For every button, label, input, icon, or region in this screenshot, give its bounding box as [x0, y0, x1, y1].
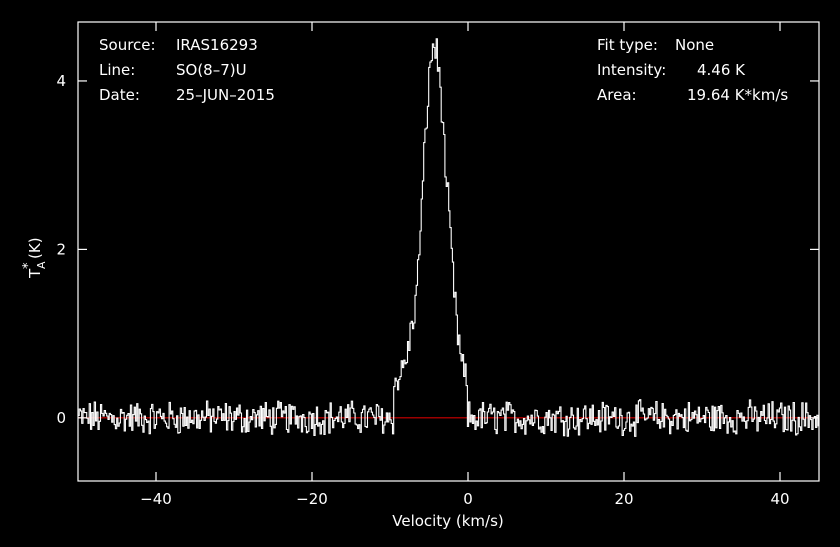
info-intensity-label: Intensity:	[597, 61, 666, 79]
x-tick-label: 20	[614, 490, 633, 508]
info-right: Fit type: None Intensity: 4.46 K Area: 1…	[597, 36, 788, 104]
spectrum-line	[78, 38, 819, 437]
y-axis-label: T A * (K)	[21, 237, 48, 279]
y-tick-label: 0	[56, 409, 66, 427]
x-axis-ticks: −40 −20 0 20 40	[140, 22, 790, 508]
info-area-value: 19.64 K*km/s	[687, 86, 788, 104]
info-fit-type-label: Fit type:	[597, 36, 658, 54]
info-source-label: Source:	[99, 36, 156, 54]
x-tick-label: −20	[296, 490, 328, 508]
y-axis-label-main: T	[26, 268, 44, 279]
y-tick-label: 2	[56, 240, 66, 258]
y-axis-label-unit: (K)	[26, 237, 44, 259]
y-axis-label-sub: A	[35, 261, 48, 269]
y-axis-label-sup: *	[21, 262, 36, 269]
info-source-value: IRAS16293	[176, 36, 258, 54]
info-area-label: Area:	[597, 86, 637, 104]
info-intensity-value: 4.46 K	[697, 61, 746, 79]
x-tick-label: 0	[463, 490, 473, 508]
info-line-label: Line:	[99, 61, 135, 79]
info-date-label: Date:	[99, 86, 140, 104]
plot-frame	[77, 21, 820, 482]
info-left: Source: IRAS16293 Line: SO(8–7)U Date: 2…	[99, 36, 275, 104]
x-tick-label: 40	[770, 490, 789, 508]
info-line-value: SO(8–7)U	[176, 61, 247, 79]
info-fit-type-value: None	[675, 36, 714, 54]
info-date-value: 25–JUN–2015	[176, 86, 275, 104]
plot-area	[78, 38, 819, 437]
x-axis-label: Velocity (km/s)	[392, 512, 503, 530]
x-tick-label: −40	[140, 490, 172, 508]
y-axis-ticks: 0 2 4	[56, 72, 819, 427]
y-tick-label: 4	[56, 72, 66, 90]
